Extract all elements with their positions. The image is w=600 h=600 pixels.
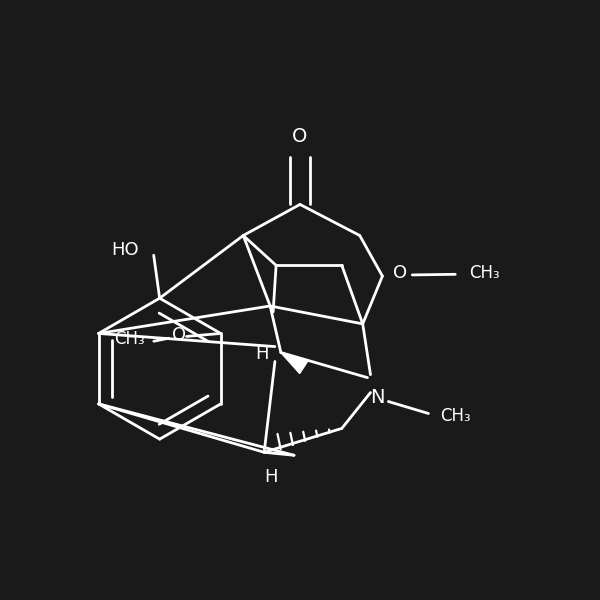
- Text: H: H: [255, 345, 269, 363]
- Text: N: N: [370, 388, 385, 407]
- Text: O: O: [172, 326, 186, 344]
- Text: H: H: [265, 469, 278, 487]
- Text: CH₃: CH₃: [440, 407, 470, 425]
- Polygon shape: [281, 353, 308, 373]
- Text: O: O: [292, 127, 308, 146]
- Text: HO: HO: [111, 241, 139, 259]
- Text: CH₃: CH₃: [115, 331, 145, 349]
- Text: CH₃: CH₃: [469, 264, 499, 282]
- Text: O: O: [393, 264, 407, 282]
